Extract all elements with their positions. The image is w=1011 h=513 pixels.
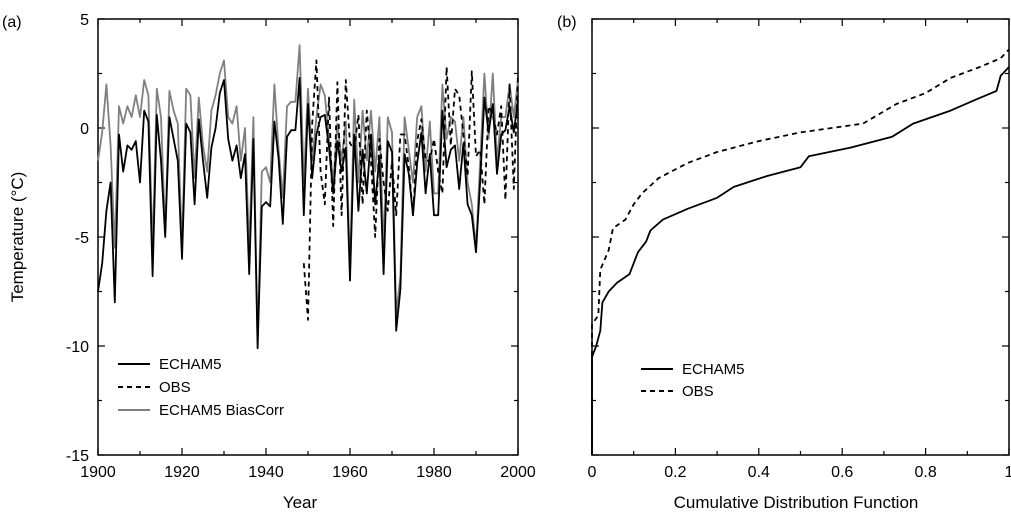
- x-tick-label-b: 1: [1005, 464, 1011, 481]
- series-line-a-0: [97, 77, 519, 350]
- x-axis-b: 0 0.2 0.4 0.6 0.8 1: [588, 19, 1011, 481]
- y-axis-title-a: Temperature (°C): [8, 172, 27, 303]
- x-axis-title-a: Year: [283, 493, 318, 512]
- plot-frame-b: [591, 18, 1010, 456]
- panel-label-b: (b): [557, 14, 577, 31]
- x-tick-label-a: 1960: [332, 464, 368, 481]
- legend-label-obs-b: OBS: [682, 383, 714, 400]
- x-tick-label-a: 1980: [416, 464, 452, 481]
- x-tick-label-b: 0.6: [831, 464, 853, 481]
- legend-label-biascorr-a: ECHAM5 BiasCorr: [159, 402, 284, 419]
- legend-b: ECHAM5 OBS: [641, 361, 745, 400]
- y-tick-label-a: 5: [80, 12, 89, 29]
- legend-a: ECHAM5 OBS ECHAM5 BiasCorr: [118, 356, 284, 419]
- panel-a: (a) 50-5-10-15 1900 1920 1940 1960 1980 2000 …: [2, 12, 536, 512]
- panel-b: (b) 0 0.2 0.4 0.6 0.8 1 Cumulative Distributi…: [557, 14, 1011, 512]
- x-tick-label-b: 0.2: [664, 464, 686, 481]
- legend-label-echam5-b: ECHAM5: [682, 361, 745, 378]
- x-tick-label-a: 1940: [248, 464, 284, 481]
- x-tick-label-b: 0.8: [914, 464, 936, 481]
- x-tick-label-a: 1900: [80, 464, 116, 481]
- y-tick-label-a: -10: [66, 339, 89, 356]
- y-tick-label-a: 0: [80, 121, 89, 138]
- y-axis-a: 5 0 -5 -10 -15: [66, 12, 518, 465]
- x-axis-title-b: Cumulative Distribution Function: [674, 493, 919, 512]
- y-tick-label-a: -15: [66, 448, 89, 465]
- y-tick-label-a: -5: [75, 230, 89, 247]
- plot-lines-b: [591, 48, 1010, 455]
- x-tick-label-b: 0.4: [748, 464, 770, 481]
- x-tick-label-b: 0: [588, 464, 597, 481]
- x-axis-a: 1900 1920 1940 1960 1980 2000: [80, 19, 536, 481]
- legend-label-obs-a: OBS: [159, 379, 191, 396]
- legend-label-echam5-a: ECHAM5: [159, 356, 222, 373]
- panel-label-a: (a): [2, 14, 22, 31]
- x-tick-label-a: 2000: [500, 464, 536, 481]
- y-axis-b: [592, 18, 1009, 456]
- plot-lines-a: [97, 44, 519, 350]
- series-line-b-1: [591, 48, 1010, 455]
- series-line-b-0: [591, 66, 1010, 455]
- x-tick-label-a: 1920: [164, 464, 200, 481]
